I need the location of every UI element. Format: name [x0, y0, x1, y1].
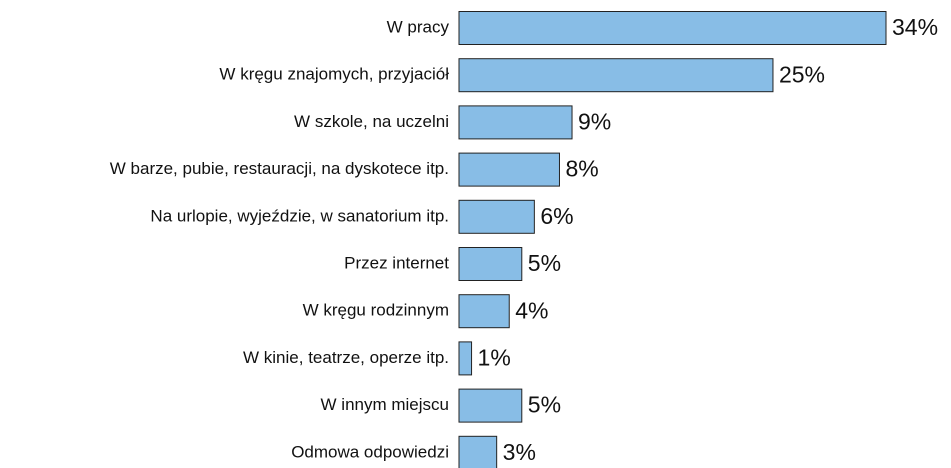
category-label: W pracy — [387, 17, 450, 36]
category-label: Na urlopie, wyjeździe, w sanatorium itp. — [150, 206, 449, 225]
value-label: 34% — [892, 14, 938, 40]
category-label: Odmowa odpowiedzi — [291, 442, 449, 461]
bar — [458, 11, 887, 45]
bar — [458, 435, 498, 468]
bar — [458, 388, 523, 423]
category-label: W kręgu znajomych, przyjaciół — [219, 65, 449, 84]
bar — [458, 199, 535, 234]
bar — [458, 294, 510, 329]
value-label: 5% — [528, 250, 561, 276]
category-label: W kręgu rodzinnym — [303, 301, 449, 320]
value-label: 1% — [478, 344, 511, 370]
value-label: 25% — [779, 61, 825, 87]
category-label: W barze, pubie, restauracji, na dyskotec… — [110, 159, 449, 178]
bar — [458, 152, 560, 187]
value-label: 3% — [503, 439, 536, 465]
value-label: 5% — [528, 392, 561, 418]
bar — [458, 105, 573, 140]
value-label: 4% — [515, 297, 548, 323]
category-label: W szkole, na uczelni — [294, 112, 449, 131]
category-label: W kinie, teatrze, operze itp. — [243, 348, 449, 367]
value-label: 6% — [540, 203, 573, 229]
category-label: W innym miejscu — [321, 395, 449, 414]
bar — [458, 247, 523, 281]
category-label: Przez internet — [344, 253, 449, 272]
value-label: 9% — [578, 108, 611, 134]
bar — [458, 58, 774, 93]
bar — [458, 341, 473, 376]
value-label: 8% — [565, 156, 598, 182]
